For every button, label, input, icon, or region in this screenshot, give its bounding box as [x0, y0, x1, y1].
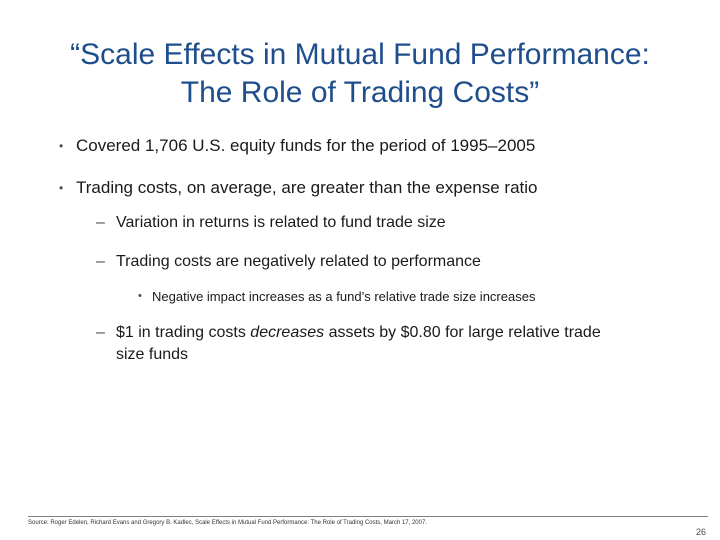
bullet-marker: •	[59, 139, 64, 153]
sub-sub-bullet-text: Negative impact increases as a fund’s re…	[152, 289, 536, 304]
sub-bullet-line-1: $1 in trading costs decreases assets by …	[116, 322, 601, 344]
page-number: 26	[695, 527, 706, 537]
sub-bullet-negative-relation: – Trading costs are negatively related t…	[96, 251, 481, 273]
bullet-marker: •	[138, 290, 142, 302]
title-line-1: “Scale Effects in Mutual Fund Performanc…	[70, 38, 650, 72]
dash-marker: –	[96, 214, 105, 231]
title-line-2: The Role of Trading Costs”	[180, 76, 540, 110]
sub-bullet-text-after: assets by $0.80 for large relative trade	[324, 324, 601, 341]
emphasis-decreases: decreases	[250, 324, 325, 341]
sub-bullet-line-2: size funds	[116, 346, 189, 363]
bullet-trading-costs-vs-expense: • Trading costs, on average, are greater…	[59, 177, 538, 199]
dash-marker: –	[96, 324, 105, 341]
bullet-text: Covered 1,706 U.S. equity funds for the …	[76, 136, 536, 155]
dash-marker: –	[96, 253, 105, 270]
sub-bullet-text: Trading costs are negatively related to …	[116, 253, 481, 270]
sub-bullet-text-before: $1 in trading costs	[116, 324, 251, 341]
sub-bullet-dollar-trading-costs: – $1 in trading costs decreases assets b…	[96, 322, 601, 366]
bullet-covered-funds: • Covered 1,706 U.S. equity funds for th…	[59, 135, 536, 157]
bullet-text: Trading costs, on average, are greater t…	[76, 178, 538, 197]
sub-bullet-variation-returns: – Variation in returns is related to fun…	[96, 212, 446, 234]
bullet-marker: •	[59, 181, 64, 195]
sub-bullet-text: Variation in returns is related to fund …	[116, 214, 446, 231]
footer-divider	[28, 516, 708, 517]
slide-title: “Scale Effects in Mutual Fund Performanc…	[0, 36, 720, 112]
sub-sub-bullet-negative-impact: • Negative impact increases as a fund’s …	[138, 288, 536, 306]
source-citation: Source: Roger Edelen, Richard Evans and …	[28, 520, 427, 526]
